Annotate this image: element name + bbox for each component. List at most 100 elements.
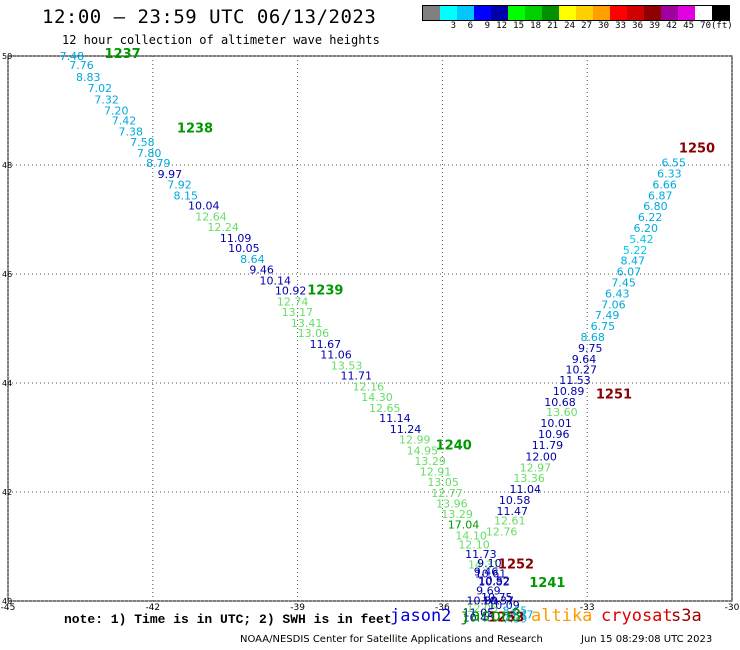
wave-height-label: 6.80 — [643, 200, 668, 213]
wave-height-label: 6.07 — [617, 266, 642, 279]
y-tick-label: 40 — [2, 597, 12, 606]
legend-label: 21 — [547, 21, 558, 31]
wave-height-label: 6.87 — [648, 189, 673, 202]
legend-swatch — [508, 6, 525, 20]
legend-label: (ft) — [711, 21, 733, 31]
legend-swatch — [712, 6, 729, 20]
legend-swatch — [627, 6, 644, 20]
wave-height-label: 11.04 — [509, 483, 541, 496]
wave-height-label: 12.05 — [467, 602, 499, 615]
plot-frame — [7, 55, 733, 602]
x-tick-label: -42 — [145, 603, 160, 613]
wave-height-label: 13.05 — [427, 476, 459, 489]
wave-height-label: 13.41 — [291, 317, 323, 330]
wave-height-label: 9.75 — [578, 342, 603, 355]
wave-height-label: 12.10 — [458, 539, 490, 552]
pass-label: 1252 — [498, 557, 534, 572]
wave-height-label: 8.47 — [621, 255, 646, 268]
legend-swatch — [491, 6, 508, 20]
wave-height-label: 7.48 — [60, 50, 85, 63]
wave-height-label: 14.31 — [468, 558, 500, 571]
satellite-jason2: jason2 — [390, 606, 452, 626]
legend-swatch — [440, 6, 457, 20]
wave-height-label: 10.82 — [478, 576, 510, 589]
wave-height-label: 7.06 — [601, 298, 626, 311]
legend-label: 15 — [513, 21, 524, 31]
wave-height-label: 10.45 — [463, 612, 495, 625]
chart-title: 12:00 — 23:59 UTC 06/13/2023 — [42, 6, 377, 28]
wave-height-label: 7.42 — [112, 115, 137, 128]
legend-label: 3 — [450, 21, 456, 31]
legend-swatch — [678, 6, 695, 20]
wave-height-label: 10.89 — [467, 594, 499, 607]
pass-label: 1238 — [177, 121, 213, 136]
wave-height-label: 11.47 — [496, 505, 528, 518]
wave-height-label: 13.06 — [298, 327, 330, 340]
satellite-s3a: s3a — [671, 606, 702, 626]
wave-height-label: 10.89 — [553, 385, 585, 398]
wave-height-label: 13.53 — [331, 359, 363, 372]
legend-swatch — [559, 6, 576, 20]
footer-timestamp: Jun 15 08:29:08 UTC 2023 — [581, 634, 713, 645]
wave-height-label: 9.97 — [158, 168, 183, 181]
wave-height-label: 12.24 — [207, 221, 239, 234]
legend-swatch — [661, 6, 678, 20]
legend-swatch — [457, 6, 474, 20]
wave-height-label: 14.10 — [455, 529, 487, 542]
wave-height-label: 9.46 — [249, 263, 273, 276]
pass-label: 1253 — [488, 611, 524, 626]
legend-label: 6 — [467, 21, 473, 31]
wave-height-label: 6.22 — [638, 211, 663, 224]
wave-height-label: 5.42 — [629, 233, 654, 246]
wave-height-label: 10.58 — [499, 494, 531, 507]
pass-label: 1239 — [307, 284, 343, 299]
color-legend-labels: 3 6 9 12 15 18 21 24 27 30 33 36 39 42 45 70 (ft) — [422, 21, 733, 31]
wave-height-label: 10.14 — [259, 274, 291, 287]
y-tick-label: 44 — [2, 379, 12, 388]
wave-height-label: 12.74 — [277, 296, 309, 309]
wave-height-label: 11.73 — [465, 548, 497, 561]
footer-credit: NOAA/NESDIS Center for Satellite Applica… — [240, 634, 543, 645]
x-tick-label: -45 — [1, 603, 16, 613]
wave-height-label: 7.76 — [69, 59, 94, 72]
wave-height-label: 7.45 — [611, 277, 636, 290]
wave-height-label: 13.96 — [436, 497, 468, 510]
wave-height-label: 9.64 — [572, 353, 597, 366]
wave-height-label: 11.71 — [341, 370, 373, 383]
wave-height-label: 8.68 — [580, 331, 605, 344]
legend-label: 27 — [581, 21, 592, 31]
wave-height-label: 7.20 — [104, 104, 128, 117]
legend-label: 39 — [649, 21, 660, 31]
y-tick-label: 46 — [2, 270, 12, 279]
wave-height-label: 10.68 — [544, 396, 576, 409]
wave-height-label: 7.58 — [130, 136, 155, 149]
wave-height-label: 8.15 — [174, 189, 199, 202]
x-tick-label: -33 — [580, 603, 595, 613]
wave-height-label: 11.24 — [390, 423, 422, 436]
y-tick-label: 42 — [2, 488, 12, 497]
wave-height-label: 10.61 — [475, 568, 507, 581]
wave-height-label: 11.09 — [220, 232, 252, 245]
wave-height-label: 12.65 — [369, 402, 401, 415]
legend-label: 45 — [683, 21, 694, 31]
wave-height-label: 11.05 — [463, 606, 495, 619]
wave-height-label: 7.02 — [88, 82, 113, 95]
legend-swatch — [542, 6, 559, 20]
wave-height-label: 9.10 — [477, 557, 502, 570]
color-legend — [422, 5, 730, 21]
pass-label: 1240 — [436, 438, 472, 453]
wave-height-label: 8.79 — [146, 157, 171, 170]
legend-label: 36 — [632, 21, 643, 31]
wave-height-label: 6.43 — [605, 287, 630, 300]
legend-label: 9 — [484, 21, 490, 31]
wave-height-label: 7.38 — [119, 126, 144, 139]
y-tick-label: 50 — [2, 52, 12, 61]
wave-height-label: 10.27 — [565, 364, 597, 377]
wave-height-label: 6.33 — [657, 168, 682, 181]
wave-height-label: 13.17 — [282, 306, 314, 319]
wave-height-label: 7.32 — [94, 93, 119, 106]
wave-height-label: 11.79 — [532, 439, 564, 452]
x-tick-label: -30 — [725, 603, 740, 613]
legend-label: 30 — [598, 21, 609, 31]
x-tick-label: -36 — [435, 603, 450, 613]
